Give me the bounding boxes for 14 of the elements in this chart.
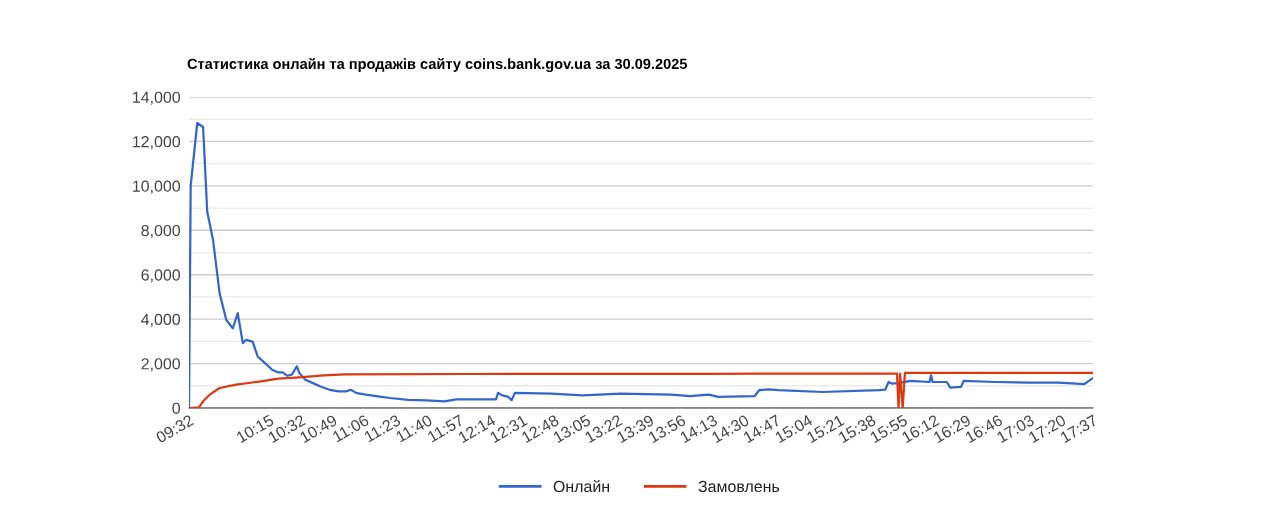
line-series bbox=[189, 371, 1093, 408]
chart-title: Статистика онлайн та продажів сайту coins.bank.gov.ua за 30.09.2025 bbox=[187, 58, 688, 72]
legend-label: Онлайн bbox=[553, 480, 609, 493]
x-tick-label: 09:32 bbox=[155, 414, 195, 444]
line-series bbox=[189, 121, 1093, 408]
y-tick-label: 12,000 bbox=[133, 136, 181, 150]
y-tick-label: 8,000 bbox=[141, 224, 181, 239]
legend-label: Замовлень bbox=[698, 480, 780, 493]
y-tick-label: 14,000 bbox=[133, 91, 181, 105]
y-tick-label: 2,000 bbox=[141, 358, 181, 372]
y-tick-label: 0 bbox=[172, 402, 181, 414]
y-tick-label: 10,000 bbox=[133, 180, 181, 194]
y-tick-label: 4,000 bbox=[141, 313, 181, 327]
y-tick-label: 6,000 bbox=[141, 269, 181, 283]
